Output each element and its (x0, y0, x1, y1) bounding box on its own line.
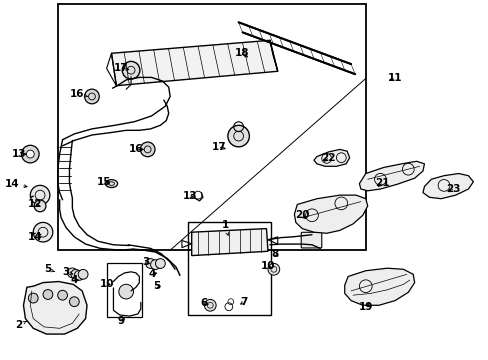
Text: 14: 14 (5, 179, 27, 189)
Circle shape (204, 300, 216, 311)
Polygon shape (313, 149, 349, 166)
Text: 15: 15 (96, 177, 111, 187)
Text: 3: 3 (142, 257, 149, 267)
Circle shape (84, 89, 99, 104)
Text: 11: 11 (387, 73, 402, 84)
Polygon shape (422, 174, 472, 199)
Text: 17: 17 (114, 63, 128, 73)
Text: 4: 4 (70, 275, 78, 285)
Bar (58, 4, 365, 250)
Circle shape (145, 258, 155, 269)
Circle shape (26, 150, 34, 158)
Text: 1: 1 (221, 220, 228, 235)
Text: 3: 3 (62, 267, 73, 277)
Circle shape (119, 284, 133, 299)
Bar (188, 222, 271, 315)
Circle shape (69, 297, 79, 307)
Polygon shape (191, 229, 267, 256)
Circle shape (30, 185, 50, 205)
Text: 2: 2 (15, 320, 26, 330)
Text: 19: 19 (358, 302, 372, 312)
Circle shape (67, 268, 77, 278)
Text: 12: 12 (28, 199, 42, 210)
Circle shape (33, 222, 53, 242)
Text: 5: 5 (44, 264, 54, 274)
Text: 7: 7 (239, 297, 247, 307)
Polygon shape (344, 268, 414, 305)
Polygon shape (294, 195, 367, 233)
Circle shape (140, 142, 155, 157)
Text: 10: 10 (99, 279, 114, 289)
Circle shape (150, 260, 160, 270)
Text: 10: 10 (260, 261, 275, 271)
Circle shape (34, 200, 46, 212)
Text: 5: 5 (153, 281, 160, 291)
Text: 9: 9 (118, 316, 124, 326)
Circle shape (74, 270, 84, 280)
Text: 22: 22 (321, 153, 335, 163)
Ellipse shape (105, 180, 118, 188)
Circle shape (155, 258, 165, 269)
Circle shape (227, 125, 249, 147)
Circle shape (122, 62, 140, 79)
Text: 13: 13 (12, 149, 27, 159)
Text: 4: 4 (148, 269, 156, 279)
Circle shape (78, 269, 88, 279)
Text: 18: 18 (234, 48, 249, 58)
Polygon shape (23, 282, 87, 334)
Circle shape (58, 290, 67, 300)
Text: 20: 20 (294, 210, 309, 220)
Polygon shape (359, 161, 424, 191)
Text: 23: 23 (446, 184, 460, 194)
Circle shape (21, 145, 39, 163)
Text: 21: 21 (374, 178, 389, 188)
Bar (106, 263, 142, 317)
Circle shape (28, 293, 38, 303)
Polygon shape (111, 40, 277, 86)
Text: 6: 6 (201, 298, 208, 308)
Text: 8: 8 (271, 249, 278, 259)
Circle shape (43, 289, 53, 300)
FancyBboxPatch shape (301, 232, 321, 248)
Circle shape (71, 269, 81, 279)
Text: 16: 16 (128, 144, 143, 154)
Circle shape (267, 264, 279, 275)
Text: 16: 16 (70, 89, 87, 99)
Text: 17: 17 (211, 142, 226, 152)
Text: 13: 13 (182, 191, 197, 201)
Text: 14: 14 (28, 232, 42, 242)
